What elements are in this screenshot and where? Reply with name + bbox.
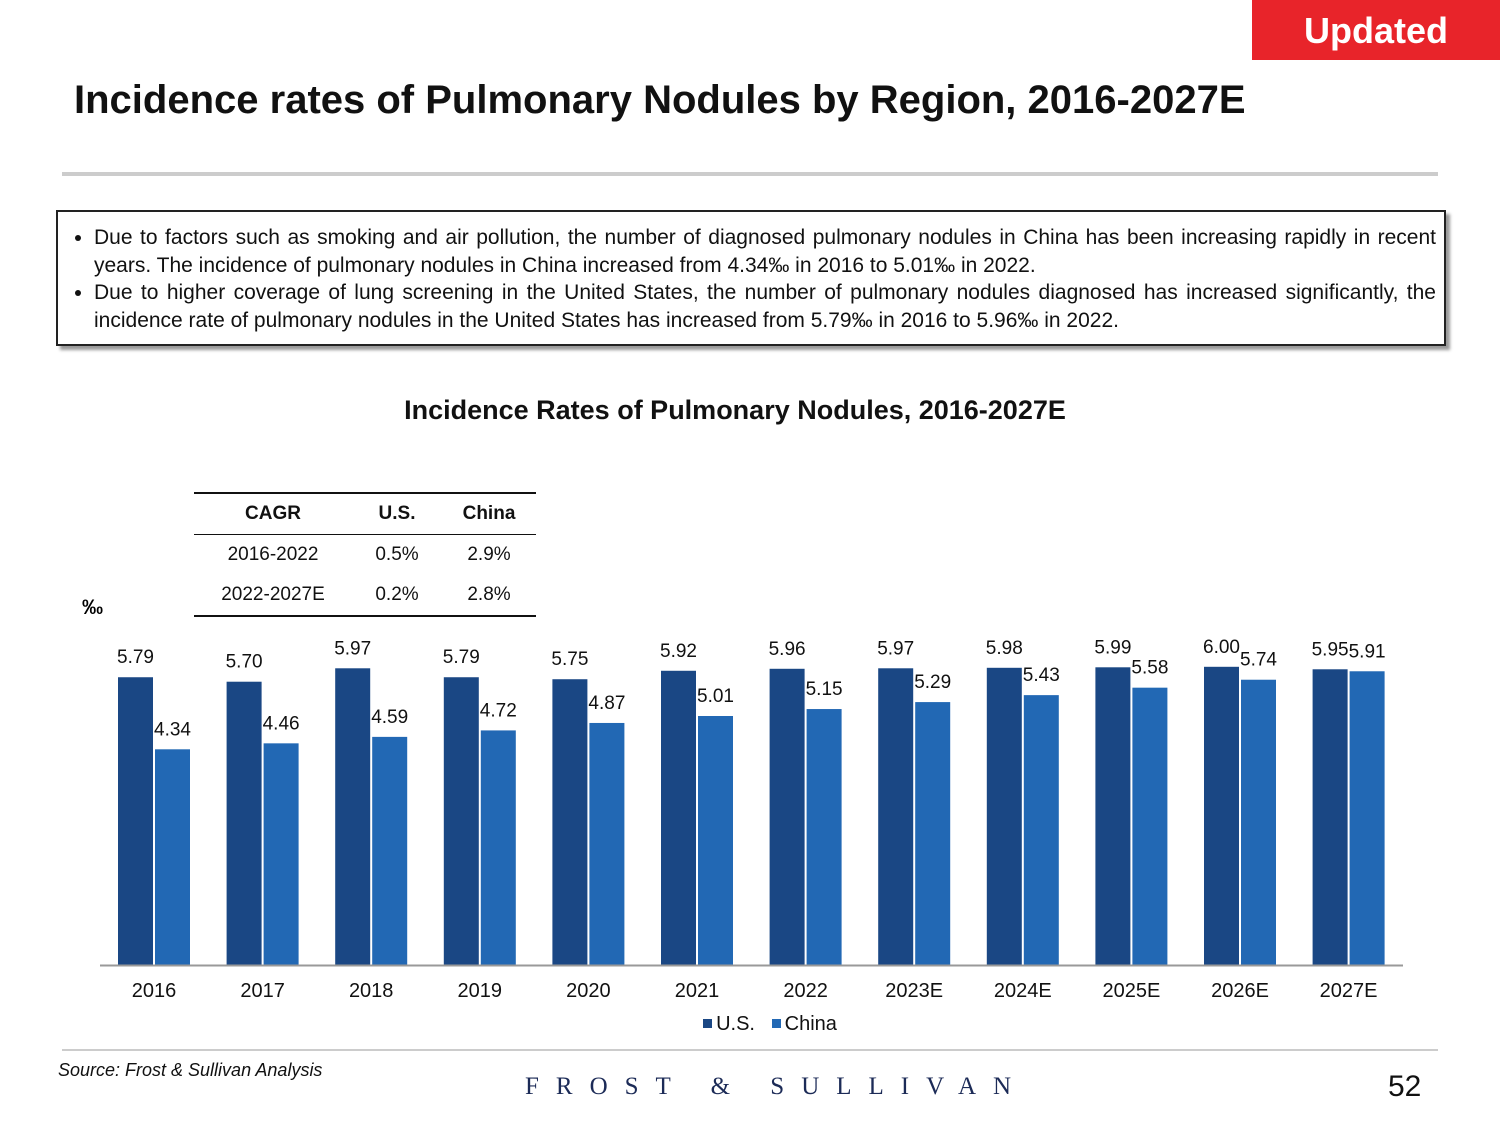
data-label: 5.29 [914, 672, 951, 693]
y-axis-unit: ‰ [82, 596, 103, 619]
us-cell: 0.2% [352, 575, 442, 617]
data-label: 5.74 [1240, 650, 1277, 671]
bar-china [915, 702, 951, 965]
bar-china [155, 749, 190, 965]
x-tick-label: 2027E [1320, 980, 1378, 1002]
bar-china [1241, 679, 1276, 965]
footer-divider [62, 1049, 1438, 1051]
bar-us [1204, 666, 1239, 965]
summary-box: Due to factors such as smoking and air p… [56, 210, 1446, 346]
data-label: 5.92 [660, 641, 697, 662]
data-label: 5.95 [1312, 639, 1349, 660]
bar-us [1095, 667, 1131, 965]
bullet: Due to factors such as smoking and air p… [94, 224, 1436, 279]
bar-china [1023, 695, 1059, 965]
x-tick-label: 2022 [783, 980, 828, 1002]
data-label: 5.99 [1094, 637, 1131, 658]
data-label: 5.91 [1349, 641, 1386, 662]
data-label: 6.00 [1203, 637, 1240, 658]
data-label: 4.87 [588, 693, 625, 714]
data-label: 5.97 [877, 638, 914, 659]
period-cell: 2016-2022 [227, 544, 319, 565]
bar-us [335, 668, 371, 965]
bar-china [263, 743, 299, 965]
data-label: 5.79 [117, 647, 154, 668]
data-label: 4.59 [371, 707, 408, 728]
legend-swatch-china [771, 1019, 781, 1028]
cagr-table: CAGR U.S. China 2016-2022 0.5% 2.9% 2022… [194, 492, 536, 617]
table-row: 2016-2022 0.5% 2.9% [194, 535, 536, 576]
data-label: 5.98 [986, 638, 1023, 659]
x-tick-label: 2019 [458, 980, 503, 1002]
data-label: 5.79 [443, 647, 480, 668]
bar-us [226, 681, 262, 965]
table-row: 2022-2027E 0.2% 2.8% [194, 575, 536, 617]
data-label: 5.58 [1131, 658, 1168, 679]
bar-china [806, 709, 842, 965]
x-tick-label: 2024E [994, 980, 1052, 1002]
us-header: U.S. [352, 492, 442, 535]
bar-china [372, 736, 408, 965]
data-label: 5.97 [334, 638, 371, 659]
bar-us [443, 677, 479, 965]
data-label: 4.72 [480, 700, 517, 721]
us-cell: 0.5% [375, 544, 419, 565]
data-label: 4.46 [263, 713, 300, 734]
bar-us [661, 670, 696, 965]
bar-us [769, 668, 805, 965]
cagr-header: CAGR [194, 492, 352, 535]
data-label: 5.70 [226, 652, 263, 673]
data-label: 5.15 [806, 679, 843, 700]
bar-china [589, 722, 625, 965]
x-tick-label: 2016 [132, 980, 177, 1002]
page-title: Incidence rates of Pulmonary Nodules by … [74, 78, 1246, 122]
data-label: 5.75 [551, 649, 588, 670]
x-tick-label: 2023E [885, 980, 943, 1002]
x-tick-label: 2021 [675, 980, 720, 1002]
data-label: 5.96 [769, 639, 806, 660]
page-number: 52 [1388, 1070, 1422, 1103]
divider [62, 172, 1438, 176]
chart-title: Incidence Rates of Pulmonary Nodules, 20… [404, 395, 1066, 425]
x-tick-label: 2020 [566, 980, 611, 1002]
china-cell: 2.9% [467, 544, 511, 565]
x-tick-label: 2017 [240, 980, 285, 1002]
bar-us [1312, 669, 1348, 965]
frost-sullivan-logo: FROST & SULLIVAN [525, 1073, 1029, 1100]
x-tick-label: 2018 [349, 980, 394, 1002]
bar-us [552, 679, 588, 965]
source-note: Source: Frost & Sullivan Analysis [58, 1060, 323, 1080]
data-label: 5.43 [1023, 665, 1060, 686]
bar-china [698, 716, 733, 965]
legend-swatch-us [703, 1019, 713, 1028]
data-label: 4.34 [154, 719, 191, 740]
legend-label-us: U.S. [716, 1013, 755, 1035]
x-tick-label: 2026E [1211, 980, 1269, 1002]
china-header: China [442, 492, 536, 535]
x-tick-label: 2025E [1102, 980, 1160, 1002]
period-cell: 2022-2027E [194, 575, 352, 617]
bar-us [878, 668, 914, 965]
bar-china [480, 730, 516, 965]
bullet: Due to higher coverage of lung screening… [94, 279, 1436, 334]
legend-label-china: China [784, 1013, 837, 1035]
updated-badge: Updated [1252, 0, 1500, 60]
bar-china [1349, 671, 1385, 965]
bar-us [118, 677, 153, 965]
data-label: 5.01 [697, 686, 734, 707]
legend: U.S. China [0, 1013, 1500, 1036]
china-cell: 2.8% [442, 575, 536, 617]
bar-us [986, 667, 1022, 965]
bar-china [1132, 687, 1168, 965]
